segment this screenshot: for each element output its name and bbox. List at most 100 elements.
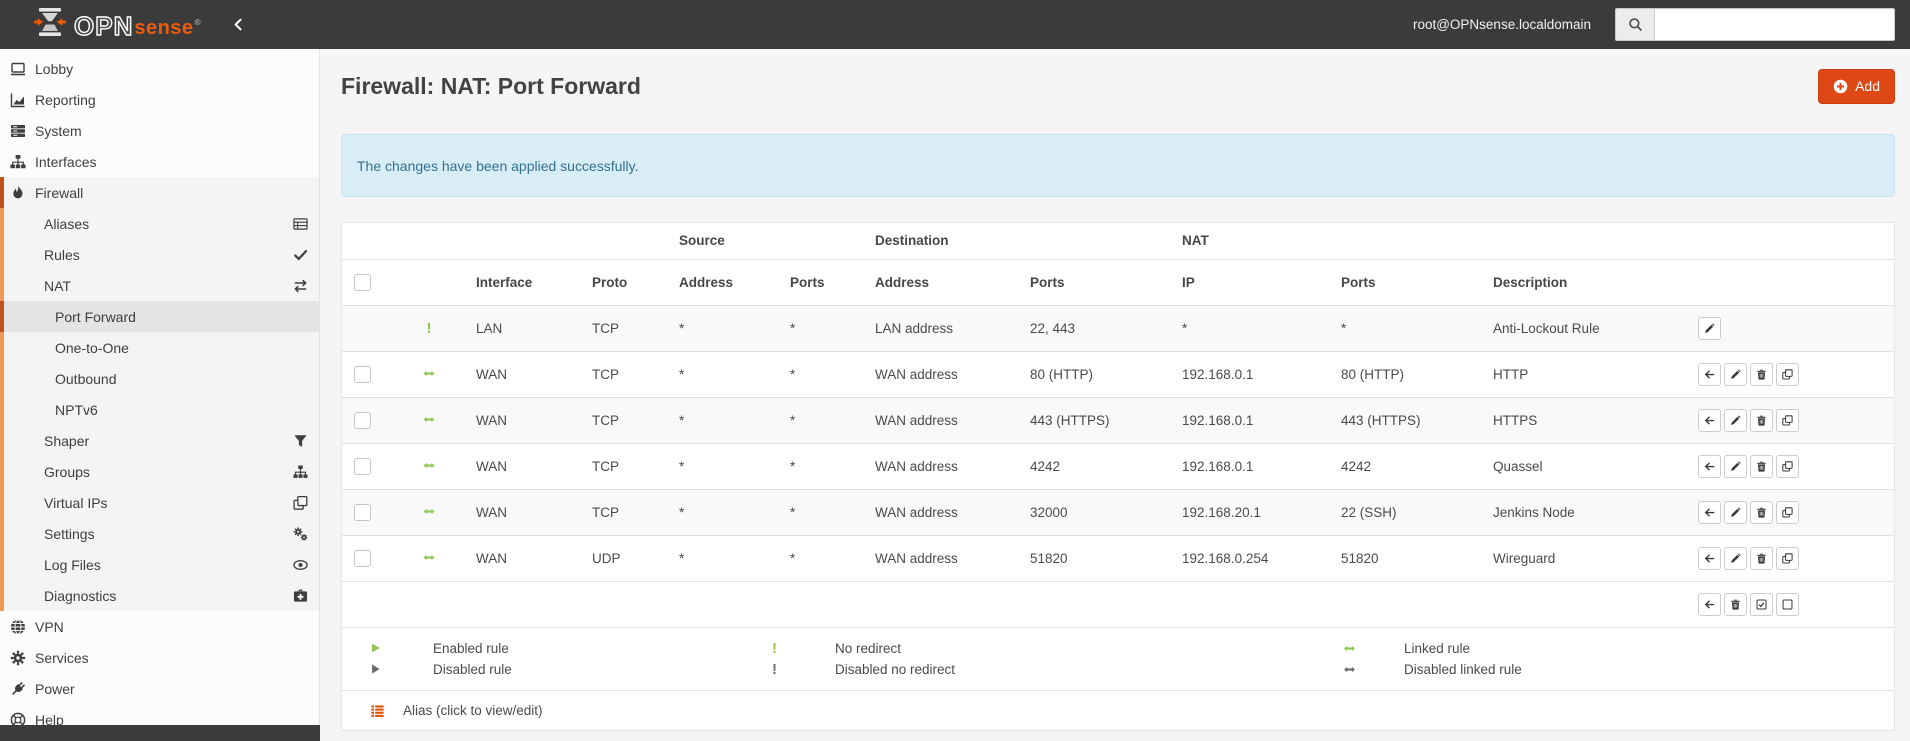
sidebar-item-virtual-ips[interactable]: Virtual IPs: [0, 487, 319, 518]
gears-icon: [293, 526, 308, 541]
clone-icon: [293, 495, 308, 510]
search-icon: [1628, 17, 1643, 32]
plug-icon: [9, 681, 27, 697]
sidebar-item-settings[interactable]: Settings: [0, 518, 319, 549]
move-rule-button[interactable]: [1698, 500, 1722, 524]
sidebar-item-label: One-to-One: [55, 339, 129, 356]
row-checkbox[interactable]: [354, 411, 371, 429]
legend-no-redirect: ! No redirect: [772, 638, 955, 659]
edit-rule-button[interactable]: [1724, 546, 1748, 570]
move-rule-button[interactable]: [1698, 454, 1722, 478]
sidebar-item-label: Outbound: [55, 370, 117, 387]
sidebar-item-port-forward[interactable]: Port Forward: [0, 301, 319, 332]
copy-icon: [1782, 415, 1793, 426]
table-row: WAN UDP * * WAN address 51820 192.168.0.…: [342, 535, 1894, 581]
add-button-label: Add: [1855, 78, 1880, 94]
global-search-input[interactable]: [1655, 9, 1894, 40]
copy-icon: [1782, 507, 1793, 518]
edit-rule-button[interactable]: [1724, 408, 1748, 432]
legend-label: Disabled rule: [433, 661, 512, 677]
sidebar-item-label: NAT: [44, 277, 71, 294]
edit-rule-button[interactable]: [1724, 454, 1748, 478]
delete-rule-button[interactable]: [1750, 454, 1774, 478]
sidebar-item-firewall[interactable]: Firewall: [0, 177, 319, 208]
legend-disabled-rule: Disabled rule: [370, 659, 512, 680]
sidebar-item-label: Rules: [44, 246, 80, 263]
sidebar-item-nat[interactable]: NAT: [0, 270, 319, 301]
clone-rule-button[interactable]: [1776, 546, 1800, 570]
sidebar-item-aliases[interactable]: Aliases: [0, 208, 319, 239]
linked-rule-icon: [420, 506, 438, 517]
sidebar-item-help[interactable]: Help: [0, 704, 319, 735]
edit-rule-button[interactable]: [1724, 362, 1748, 386]
sidebar-item-log-files[interactable]: Log Files: [0, 549, 319, 580]
delete-rule-button[interactable]: [1750, 500, 1774, 524]
brand-text-secondary: sense: [134, 16, 194, 39]
sidebar-item-nptv6[interactable]: NPTv6: [0, 394, 319, 425]
sidebar-item-system[interactable]: System: [0, 115, 319, 146]
edit-rule-button[interactable]: [1698, 316, 1722, 340]
sidebar-item-outbound[interactable]: Outbound: [0, 363, 319, 394]
clone-rule-button[interactable]: [1776, 362, 1800, 386]
delete-rule-button[interactable]: [1750, 362, 1774, 386]
cell-dst-address: WAN address: [875, 458, 958, 474]
sidebar-item-vpn[interactable]: VPN: [0, 611, 319, 642]
sidebar-item-one-to-one[interactable]: One-to-One: [0, 332, 319, 363]
sitemap-icon: [9, 154, 27, 170]
col-src-address: Address: [679, 274, 734, 290]
opnsense-logo[interactable]: OPN sense ®: [0, 5, 200, 45]
sidebar-item-interfaces[interactable]: Interfaces: [0, 146, 319, 177]
cell-proto: UDP: [592, 550, 621, 566]
clear-selection-button[interactable]: [1776, 592, 1800, 616]
delete-rule-button[interactable]: [1750, 408, 1774, 432]
fire-icon: [9, 185, 27, 201]
arrows-h-icon: [1341, 664, 1358, 675]
move-rule-button[interactable]: [1698, 408, 1722, 432]
move-rule-button[interactable]: [1698, 546, 1722, 570]
row-checkbox[interactable]: [354, 457, 371, 475]
row-checkbox[interactable]: [354, 365, 371, 383]
sidebar-collapse-button[interactable]: [232, 18, 245, 31]
nat-rules-table: Source Destination NAT Interface Proto A…: [342, 223, 1894, 628]
play-icon: [370, 642, 381, 654]
sidebar-item-label: Services: [35, 649, 89, 666]
row-checkbox[interactable]: [354, 549, 371, 567]
delete-rule-button[interactable]: [1750, 546, 1774, 570]
search-button[interactable]: [1616, 9, 1655, 40]
sidebar-item-lobby[interactable]: Lobby: [0, 53, 319, 84]
cell-interface: WAN: [476, 412, 507, 428]
linked-rule-icon: [420, 368, 438, 379]
edit-rule-button[interactable]: [1724, 500, 1748, 524]
move-selected-button[interactable]: [1698, 592, 1722, 616]
select-all-checkbox[interactable]: [354, 273, 371, 291]
alert-text: The changes have been applied successful…: [357, 157, 639, 174]
delete-selected-button[interactable]: [1724, 592, 1748, 616]
sidebar-item-rules[interactable]: Rules: [0, 239, 319, 270]
copy-icon: [1782, 369, 1793, 380]
top-header: OPN sense ® root@OPNsense.localdomain: [0, 0, 1910, 49]
move-rule-button[interactable]: [1698, 362, 1722, 386]
sidebar-item-shaper[interactable]: Shaper: [0, 425, 319, 456]
cell-description: Wireguard: [1493, 550, 1556, 566]
sidebar-item-diagnostics[interactable]: Diagnostics: [0, 580, 319, 611]
table-row: ! LAN TCP * * LAN address 22, 443 * * An…: [342, 305, 1894, 351]
clone-rule-button[interactable]: [1776, 408, 1800, 432]
clone-rule-button[interactable]: [1776, 454, 1800, 478]
desktop-icon: [9, 61, 27, 77]
add-rule-button[interactable]: Add: [1818, 68, 1895, 104]
sidebar-item-services[interactable]: Services: [0, 642, 319, 673]
toggle-selected-button[interactable]: [1750, 592, 1774, 616]
sidebar-item-power[interactable]: Power: [0, 673, 319, 704]
cell-description: HTTPS: [1493, 412, 1538, 428]
row-checkbox[interactable]: [354, 503, 371, 521]
cell-src-ports: *: [790, 320, 796, 336]
sidebar-item-groups[interactable]: Groups: [0, 456, 319, 487]
clone-rule-button[interactable]: [1776, 500, 1800, 524]
legend-label: No redirect: [835, 640, 902, 656]
sidebar-item-reporting[interactable]: Reporting: [0, 84, 319, 115]
pencil-icon: [1730, 415, 1741, 426]
table-row: WAN TCP * * WAN address 4242 192.168.0.1…: [342, 443, 1894, 489]
cell-src-ports: *: [790, 504, 796, 520]
sidebar-item-label: NPTv6: [55, 401, 98, 418]
sidebar-item-label: Firewall: [35, 184, 84, 201]
